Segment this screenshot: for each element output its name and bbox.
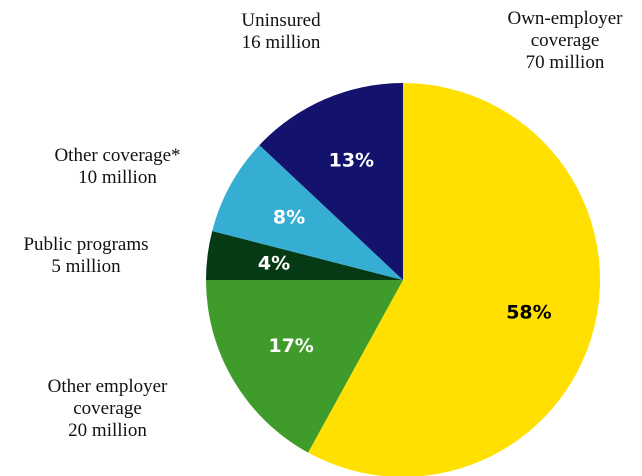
label-other-coverage-name: Other coverage* — [10, 145, 225, 167]
label-other-coverage: Other coverage* 10 million — [10, 145, 225, 189]
label-other-employer-amount: 20 million — [10, 420, 205, 442]
pie-percent-label: 4% — [258, 253, 290, 275]
pie-percent-label: 8% — [273, 206, 305, 228]
label-other-employer: Other employer coverage 20 million — [10, 376, 205, 442]
label-own-employer-name-line1: Own-employer — [470, 8, 642, 30]
pie-slices — [206, 83, 600, 476]
pie-percent-label: 17% — [268, 335, 313, 357]
label-uninsured-name: Uninsured — [196, 10, 366, 32]
label-own-employer-amount: 70 million — [470, 52, 642, 74]
label-uninsured: Uninsured 16 million — [196, 10, 366, 54]
pie-percent-label: 13% — [329, 150, 374, 172]
label-public-programs-name: Public programs — [0, 234, 172, 256]
label-own-employer: Own-employer coverage 70 million — [470, 8, 642, 74]
label-other-employer-name-line2: coverage — [10, 398, 205, 420]
label-other-coverage-amount: 10 million — [10, 167, 225, 189]
label-other-employer-name-line1: Other employer — [10, 376, 205, 398]
label-own-employer-name-line2: coverage — [470, 30, 642, 52]
label-public-programs-amount: 5 million — [0, 256, 172, 278]
label-public-programs: Public programs 5 million — [0, 234, 172, 278]
label-uninsured-amount: 16 million — [196, 32, 366, 54]
pie-percent-label: 58% — [506, 301, 551, 323]
